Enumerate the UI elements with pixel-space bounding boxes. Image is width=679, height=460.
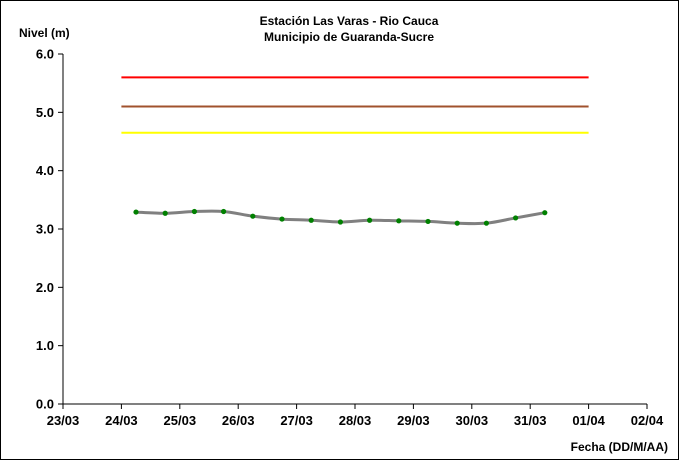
x-tick-label: 26/03 xyxy=(222,413,255,428)
data-point xyxy=(133,209,139,215)
data-point xyxy=(337,219,343,225)
x-tick-label: 31/03 xyxy=(514,413,547,428)
y-tick-label: 1.0 xyxy=(36,338,54,353)
x-tick-labels: 23/03 24/03 25/03 26/03 27/03 28/03 29/03 30/03… xyxy=(47,413,664,428)
x-tick-label: 25/03 xyxy=(164,413,197,428)
chart-subtitle: Municipio de Guaranda-Sucre xyxy=(264,30,434,44)
y-tick-label: 5.0 xyxy=(36,105,54,120)
y-tick-label: 3.0 xyxy=(36,222,54,237)
data-point xyxy=(513,215,519,221)
y-axis-label: Nivel (m) xyxy=(19,26,70,40)
data-point xyxy=(221,208,227,215)
data-point xyxy=(250,213,256,219)
data-point xyxy=(454,220,460,226)
series xyxy=(133,208,548,226)
x-tick-label: 28/03 xyxy=(339,413,372,428)
x-tick-label: 24/03 xyxy=(105,413,138,428)
data-point xyxy=(367,217,373,223)
y-tick-label: 2.0 xyxy=(36,280,54,295)
y-tick-label: 0.0 xyxy=(36,397,54,412)
data-point xyxy=(162,210,168,216)
y-tick-label: 6.0 xyxy=(36,47,54,62)
threshold-lines xyxy=(121,76,589,134)
data-point xyxy=(191,208,197,215)
data-point xyxy=(279,216,285,222)
x-tick-label: 02/04 xyxy=(631,413,664,428)
data-point xyxy=(425,218,431,225)
axes xyxy=(58,53,648,409)
x-tick-label: 30/03 xyxy=(456,413,489,428)
data-point xyxy=(483,220,489,226)
x-axis-label: Fecha (DD/M/AA) xyxy=(571,440,668,454)
y-tick-labels: 0.0 1.0 2.0 3.0 4.0 5.0 6.0 xyxy=(36,47,54,412)
data-point xyxy=(396,218,402,224)
data-point xyxy=(542,210,548,216)
y-tick-label: 4.0 xyxy=(36,163,54,178)
x-tick-label: 29/03 xyxy=(397,413,430,428)
x-tick-label: 01/04 xyxy=(572,413,605,428)
chart-title: Estación Las Varas - Rio Cauca xyxy=(260,14,439,28)
data-point xyxy=(308,217,314,223)
x-tick-label: 27/03 xyxy=(280,413,313,428)
x-tick-label: 23/03 xyxy=(47,413,80,428)
